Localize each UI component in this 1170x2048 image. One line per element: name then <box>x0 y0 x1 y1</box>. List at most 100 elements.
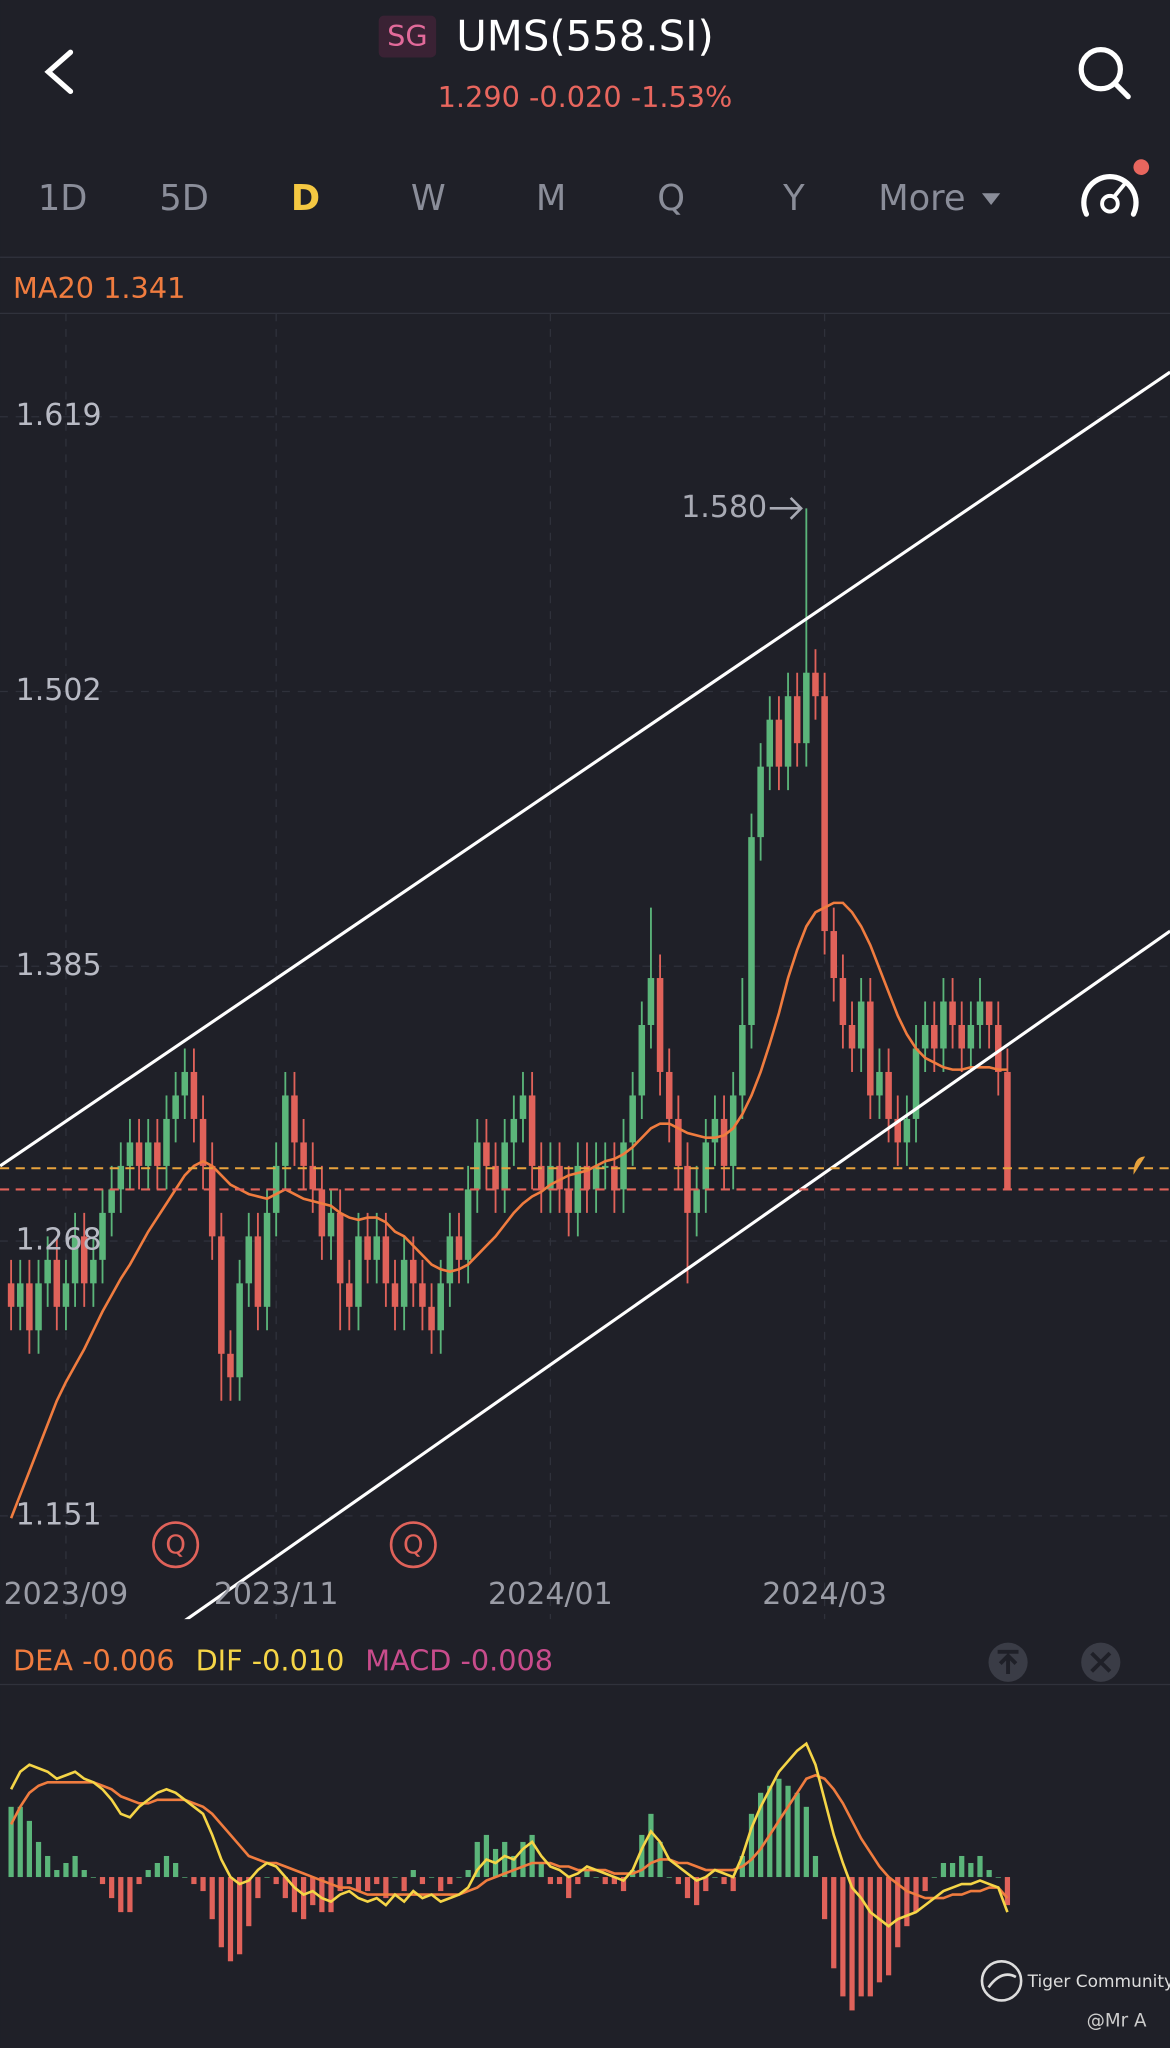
tab[interactable]: D <box>291 178 320 219</box>
macd-bar <box>986 1870 992 1878</box>
macd-bar <box>575 1877 581 1885</box>
candle-body <box>245 1236 253 1284</box>
trend-line <box>184 929 1170 1620</box>
macd-bar <box>730 1877 736 1892</box>
macd-bar <box>291 1877 298 1913</box>
macd-bar <box>858 1877 864 1997</box>
tab[interactable]: W <box>411 178 446 219</box>
tab[interactable]: Q <box>657 178 685 219</box>
candle-body <box>812 672 819 697</box>
close-button[interactable] <box>1081 1642 1121 1682</box>
back-button[interactable] <box>44 49 74 95</box>
candle-body <box>766 719 774 767</box>
x-tick-label: 2024/01 <box>488 1577 613 1612</box>
candle-body <box>647 978 655 1025</box>
market-badge: SG <box>387 19 427 53</box>
candle-body <box>510 1118 518 1143</box>
macd-bar <box>922 1877 928 1892</box>
legend-entry: DIF -0.010 <box>196 1643 345 1677</box>
macd-bar <box>602 1877 608 1885</box>
candle-body <box>848 1024 856 1049</box>
macd-bar <box>163 1855 170 1878</box>
candle-body <box>410 1259 417 1284</box>
macd-bar <box>822 1877 828 1920</box>
candle-body <box>949 1001 956 1025</box>
macd-bar <box>447 1877 453 1885</box>
macd-bar <box>895 1877 901 1948</box>
candle-body <box>611 1165 618 1190</box>
macd-bar <box>675 1877 681 1885</box>
candle-body <box>537 1165 545 1190</box>
candle-body <box>748 837 755 1025</box>
macd-bar <box>173 1862 179 1878</box>
candle-body <box>885 1071 892 1119</box>
tab[interactable]: Y <box>782 178 805 219</box>
candle-body <box>26 1283 33 1331</box>
macd-bar <box>35 1841 42 1878</box>
candle-body <box>556 1165 563 1190</box>
macd-bar <box>666 1877 672 1878</box>
macd-bar <box>876 1877 883 1983</box>
macd-bar <box>511 1855 517 1878</box>
macd-bar <box>758 1792 764 1878</box>
badge-bg <box>378 15 437 58</box>
search-button[interactable] <box>1078 47 1131 100</box>
candle-body <box>583 1165 591 1190</box>
candle-body <box>208 1165 216 1237</box>
trend-line <box>0 370 1170 1168</box>
macd-bar <box>127 1877 133 1913</box>
macd-bar <box>200 1877 206 1892</box>
candle-body <box>400 1259 408 1307</box>
macd-bar <box>684 1877 691 1899</box>
macd-bar <box>995 1877 1001 1878</box>
tab[interactable]: More <box>878 178 965 219</box>
macd-bar <box>703 1877 709 1892</box>
tab[interactable]: 5D <box>159 178 209 219</box>
macd-bar <box>520 1841 526 1878</box>
candle-body <box>894 1118 902 1143</box>
macd-bar <box>209 1877 215 1920</box>
tab[interactable]: 1D <box>38 178 88 219</box>
candle-body <box>53 1259 61 1307</box>
candle-body <box>501 1142 508 1190</box>
tab[interactable]: M <box>536 178 566 219</box>
watermark: @Mr A <box>1087 2010 1147 2031</box>
candle-body <box>318 1189 326 1237</box>
tab-bar: 1D 5D D W M Q Y More <box>38 178 966 219</box>
candle-body <box>144 1142 152 1166</box>
candle-body <box>355 1236 362 1307</box>
candle-body <box>80 1236 88 1284</box>
macd-bar <box>419 1877 426 1885</box>
macd-bar <box>383 1877 389 1899</box>
candle-body <box>921 1024 929 1049</box>
candle-body <box>218 1236 225 1354</box>
macd-bar <box>410 1870 416 1878</box>
macd-bar <box>255 1877 261 1899</box>
candle-body <box>126 1142 134 1166</box>
candle-body <box>163 1118 170 1166</box>
candle-body <box>976 1001 984 1025</box>
macd-bar <box>474 1841 480 1878</box>
macd-bar <box>904 1877 910 1927</box>
macd-bar <box>648 1813 654 1878</box>
candle-body <box>263 1212 271 1307</box>
pin-button[interactable] <box>988 1642 1028 1682</box>
candle-body <box>282 1095 289 1166</box>
macd-bar <box>328 1877 334 1913</box>
price-labels: 1.151 1.268 1.385 1.502 1.619 2023/09 2023/11 2… <box>4 398 1146 1612</box>
legend-entry: MACD -0.008 <box>365 1643 553 1677</box>
macd-bar <box>182 1877 188 1878</box>
macd-bar <box>355 1877 362 1892</box>
macd-line <box>9 1741 1009 1928</box>
macd-bar <box>538 1862 544 1878</box>
more-arrow <box>981 193 1001 206</box>
macd-bar <box>465 1870 471 1878</box>
candle-body <box>419 1283 426 1307</box>
candle-body <box>592 1165 600 1190</box>
settings-button[interactable] <box>1081 159 1150 217</box>
candle-body <box>181 1071 189 1096</box>
x-tick-label: 2023/11 <box>214 1577 339 1612</box>
macd-bar <box>282 1877 288 1899</box>
